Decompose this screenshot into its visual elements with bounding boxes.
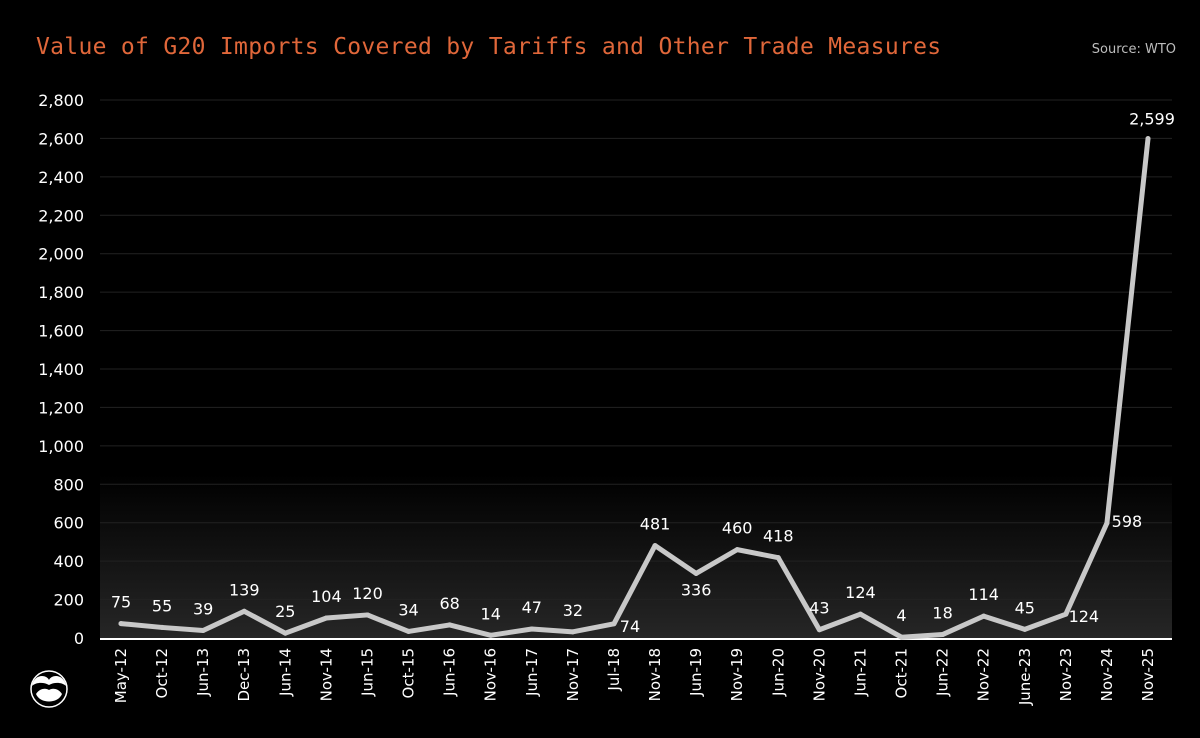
data-point: [159, 624, 165, 630]
x-tick-label: Jul-18: [605, 648, 623, 692]
data-label: 124: [845, 583, 876, 602]
data-label: 139: [229, 580, 260, 599]
data-label: 18: [932, 604, 952, 623]
series-line: [118, 136, 1151, 640]
data-label: 75: [111, 593, 131, 612]
data-point: [200, 628, 206, 634]
data-label: 124: [1069, 607, 1100, 626]
data-label: 14: [481, 604, 501, 623]
y-tick-label: 0: [74, 629, 84, 648]
y-tick-label: 1,400: [38, 360, 84, 379]
data-point: [1104, 520, 1110, 526]
y-tick-label: 2,000: [38, 245, 84, 264]
x-tick-label: Jun-22: [934, 648, 952, 697]
x-tick-label: Oct-15: [400, 648, 418, 698]
x-tick-label: Nov-20: [810, 648, 828, 701]
data-label: 336: [681, 580, 712, 599]
data-label: 34: [398, 600, 418, 619]
x-tick-label: Nov-14: [317, 648, 335, 701]
y-tick-label: 200: [53, 591, 84, 610]
y-tick-label: 2,200: [38, 206, 84, 225]
data-label: 460: [722, 519, 753, 538]
x-tick-label: Dec-13: [235, 648, 253, 702]
x-tick-label: Nov-22: [975, 648, 993, 701]
data-point: [693, 570, 699, 576]
data-point: [1022, 626, 1028, 632]
x-tick-label: Nov-17: [564, 648, 582, 701]
data-label: 74: [620, 617, 640, 636]
x-tick-label: Jun-21: [851, 648, 869, 697]
x-tick-label: Oct-12: [153, 648, 171, 698]
x-tick-label: May-12: [112, 648, 130, 703]
y-tick-label: 2,800: [38, 91, 84, 110]
data-label: 45: [1015, 598, 1035, 617]
data-point: [1145, 136, 1151, 142]
data-label: 114: [968, 585, 999, 604]
x-tick-label: Nov-19: [728, 648, 746, 701]
data-label: 2,599: [1129, 110, 1175, 129]
data-point: [734, 547, 740, 553]
data-point: [899, 634, 905, 640]
x-tick-label: Nov-25: [1139, 648, 1157, 701]
data-label: 104: [311, 587, 342, 606]
x-tick-label: Jun-17: [523, 648, 541, 697]
data-point: [241, 608, 247, 614]
data-point: [857, 611, 863, 617]
data-label: 43: [809, 599, 829, 618]
y-tick-label: 1,200: [38, 398, 84, 417]
data-point: [364, 612, 370, 618]
data-label: 25: [275, 602, 295, 621]
y-tick-label: 1,600: [38, 322, 84, 341]
plot-area: [100, 92, 1172, 638]
y-tick-label: 1,800: [38, 283, 84, 302]
data-point: [282, 630, 288, 636]
data-label: 68: [439, 594, 459, 613]
x-tick-label: Nov-24: [1098, 648, 1116, 701]
data-point: [816, 627, 822, 633]
data-point: [570, 629, 576, 635]
y-tick-label: 2,600: [38, 129, 84, 148]
x-tick-label: Nov-16: [482, 648, 500, 701]
data-point: [118, 621, 124, 627]
data-point: [529, 626, 535, 632]
y-tick-label: 400: [53, 552, 84, 571]
data-point: [981, 613, 987, 619]
data-point: [611, 621, 617, 627]
data-label: 120: [352, 584, 383, 603]
data-point: [775, 555, 781, 561]
data-point: [323, 615, 329, 621]
data-label: 481: [640, 515, 671, 534]
source-note: Source: WTO: [1091, 42, 1176, 57]
data-label: 418: [763, 527, 794, 546]
data-point: [1063, 611, 1069, 617]
y-tick-label: 800: [53, 475, 84, 494]
data-label: 32: [563, 601, 583, 620]
data-label: 47: [522, 598, 542, 617]
x-tick-label: Jun-15: [358, 648, 376, 697]
y-tick-label: 600: [53, 514, 84, 533]
x-tick-label: June-23: [1016, 648, 1034, 706]
x-tick-label: Jun-13: [194, 648, 212, 697]
data-point: [940, 632, 946, 638]
x-tick-label: Jun-19: [687, 648, 705, 697]
x-tick-label: Nov-23: [1057, 648, 1075, 701]
y-tick-label: 2,400: [38, 168, 84, 187]
brand-logo-icon: [30, 670, 68, 708]
data-point: [652, 543, 658, 549]
chart-title: Value of G20 Imports Covered by Tariffs …: [36, 34, 942, 60]
x-tick-label: Nov-18: [646, 648, 664, 701]
x-tick-label: Oct-21: [893, 648, 911, 698]
data-label: 4: [896, 606, 906, 625]
x-tick-label: Jun-20: [769, 648, 787, 697]
data-point: [406, 628, 412, 634]
x-tick-label: Jun-16: [441, 648, 459, 697]
x-tick-label: Jun-14: [276, 648, 294, 697]
data-label: 55: [152, 596, 172, 615]
data-point: [447, 622, 453, 628]
data-point: [488, 632, 494, 638]
y-tick-label: 1,000: [38, 437, 84, 456]
data-label: 39: [193, 600, 213, 619]
data-label: 598: [1112, 512, 1143, 531]
